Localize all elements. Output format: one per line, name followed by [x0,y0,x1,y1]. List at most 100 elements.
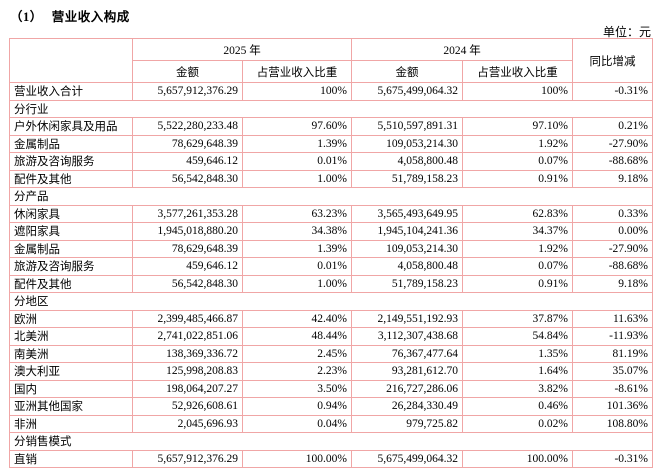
cell-share-2024: 1.92% [462,134,573,153]
cell-amount-2025: 125,998,208.83 [132,362,243,381]
table-body: 营业收入合计 5,657,912,376.29 100% 5,675,499,064.… [9,82,653,468]
row-label: 南美洲 [9,344,133,363]
cell-share-2025: 0.04% [242,414,352,433]
cell-share-2024: 0.46% [462,397,573,416]
row-label: 直销 [9,449,133,468]
cell-amount-2025: 78,629,648.39 [132,239,243,258]
cell-yoy: -11.93% [572,327,653,346]
cell-share-2025: 48.44% [242,327,352,346]
cell-amount-2024: 4,058,800.48 [351,152,463,171]
table-row: 非洲 2,045,696.93 0.04% 979,725.82 0.02% 108.80… [9,414,653,433]
cell-amount-2025: 198,064,207.27 [132,379,243,398]
table-row: 欧洲 2,399,485,466.87 42.40% 2,149,551,192.93… [9,309,653,328]
cell-amount-2024: 5,675,499,064.32 [351,449,463,468]
cell-share-2025: 97.60% [242,117,352,136]
row-label: 澳大利亚 [9,362,133,381]
row-label: 北美洲 [9,327,133,346]
row-label: 金属制品 [9,134,133,153]
section-row: 分产品 [9,187,653,206]
cell-amount-2025: 5,657,912,376.29 [132,449,243,468]
cell-share-2025: 0.94% [242,397,352,416]
header-share-2024: 占营业收入比重 [462,60,573,83]
table-row: 遮阳家具 1,945,018,880.20 34.38% 1,945,104,241.… [9,222,653,241]
section-label: 分销售模式 [9,432,653,451]
cell-share-2025: 3.50% [242,379,352,398]
cell-share-2024: 0.91% [462,274,573,293]
section-row: 分销售模式 [9,432,653,451]
header-amount-2024: 金额 [351,60,463,83]
row-label: 配件及其他 [9,274,133,293]
row-label: 户外休闲家具及用品 [9,117,133,136]
cell-amount-2025: 5,522,280,233.48 [132,117,243,136]
row-label: 亚洲其他国家 [9,397,133,416]
cell-share-2025: 0.01% [242,257,352,276]
table-row: 北美洲 2,741,022,851.06 48.44% 3,112,307,438.6… [9,327,653,346]
header-empty-cell [9,38,133,83]
table-row: 亚洲其他国家 52,926,608.61 0.94% 26,284,330.49 0.4… [9,397,653,416]
cell-yoy: -88.68% [572,152,653,171]
cell-yoy: -27.90% [572,239,653,258]
cell-share-2024: 37.87% [462,309,573,328]
cell-share-2024: 62.83% [462,204,573,223]
row-label: 遮阳家具 [9,222,133,241]
cell-amount-2025: 2,399,485,466.87 [132,309,243,328]
cell-share-2024: 100.00% [462,449,573,468]
cell-amount-2024: 3,112,307,438.68 [351,327,463,346]
table-header: 2025 年 2024 年 同比增减 金额 占营业收入比重 金额 占营业收入比重 [9,38,653,83]
unit-label: 单位：元 [602,25,651,39]
header-share-2025: 占营业收入比重 [242,60,352,83]
cell-amount-2024: 3,565,493,649.95 [351,204,463,223]
cell-yoy: 0.21% [572,117,653,136]
row-label: 金属制品 [9,239,133,258]
header-amount-2025: 金额 [132,60,243,83]
header-row-years: 2025 年 2024 年 同比增减 [9,38,653,83]
cell-share-2024: 54.84% [462,327,573,346]
cell-yoy: 81.19% [572,344,653,363]
cell-share-2025: 2.23% [242,362,352,381]
cell-share-2025: 1.00% [242,274,352,293]
table-row: 国内 198,064,207.27 3.50% 216,727,286.06 3.82%… [9,379,653,398]
row-label: 国内 [9,379,133,398]
cell-amount-2024: 4,058,800.48 [351,257,463,276]
cell-amount-2025: 459,646.12 [132,152,243,171]
cell-yoy: 101.36% [572,397,653,416]
cell-share-2025: 0.01% [242,152,352,171]
page-title-number: （1） [10,10,43,24]
cell-amount-2024: 5,510,597,891.31 [351,117,463,136]
cell-share-2024: 0.02% [462,414,573,433]
row-label: 营业收入合计 [9,82,133,101]
cell-share-2025: 100% [242,82,352,101]
cell-share-2025: 42.40% [242,309,352,328]
cell-amount-2024: 2,149,551,192.93 [351,309,463,328]
cell-amount-2025: 5,657,912,376.29 [132,82,243,101]
header-row-measures: 金额 占营业收入比重 金额 占营业收入比重 [10,60,653,83]
cell-yoy: 108.80% [572,414,653,433]
cell-share-2024: 97.10% [462,117,573,136]
cell-yoy: -0.31% [572,82,653,101]
header-yoy: 同比增减 [572,38,653,83]
table-row: 金属制品 78,629,648.39 1.39% 109,053,214.30 1.92… [9,239,653,258]
cell-share-2024: 0.91% [462,169,573,188]
cell-amount-2025: 56,542,848.30 [132,274,243,293]
cell-amount-2025: 52,926,608.61 [132,397,243,416]
cell-amount-2024: 93,281,612.70 [351,362,463,381]
cell-amount-2024: 51,789,158.23 [351,169,463,188]
cell-share-2024: 3.82% [462,379,573,398]
cell-share-2025: 1.39% [242,239,352,258]
header-year-2024: 2024 年 [351,38,573,61]
cell-yoy: 0.00% [572,222,653,241]
cell-amount-2025: 1,945,018,880.20 [132,222,243,241]
cell-amount-2025: 78,629,648.39 [132,134,243,153]
table-row: 休闲家具 3,577,261,353.28 63.23% 3,565,493,649.… [9,204,653,223]
cell-amount-2024: 216,727,286.06 [351,379,463,398]
table-row: 营业收入合计 5,657,912,376.29 100% 5,675,499,064.… [9,82,653,101]
cell-share-2025: 2.45% [242,344,352,363]
section-label: 分地区 [9,292,653,311]
cell-amount-2024: 1,945,104,241.36 [351,222,463,241]
row-label: 欧洲 [9,309,133,328]
cell-amount-2025: 2,741,022,851.06 [132,327,243,346]
cell-amount-2024: 51,789,158.23 [351,274,463,293]
cell-yoy: 35.07% [572,362,653,381]
header-year-2025: 2025 年 [132,38,352,61]
